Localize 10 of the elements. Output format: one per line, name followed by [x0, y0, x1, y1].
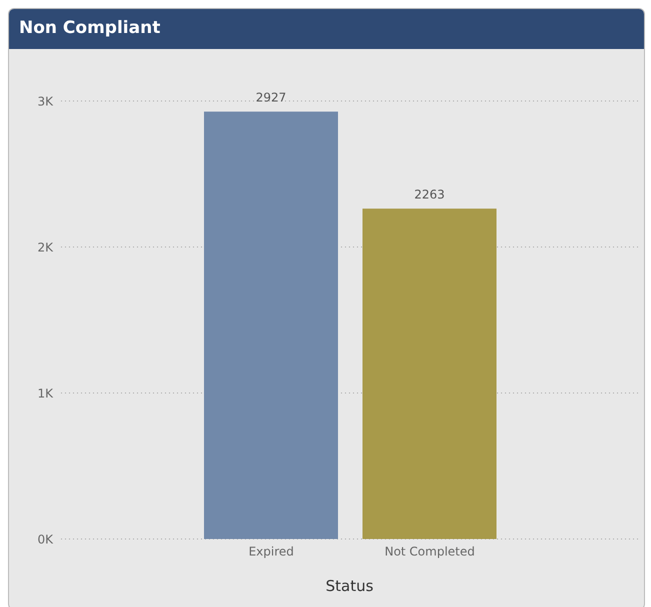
y-tick-label: 3K — [37, 94, 54, 108]
x-tick-label: Not Completed — [384, 544, 475, 559]
x-axis-title: Status — [326, 577, 374, 595]
y-tick-label: 2K — [37, 240, 54, 254]
data-label: 2263 — [414, 188, 445, 202]
y-tick-label: 1K — [37, 386, 54, 400]
x-tick-label: Expired — [248, 544, 294, 559]
data-label: 2927 — [256, 90, 286, 105]
y-tick-label: 0K — [37, 532, 54, 546]
chart-title: Non Compliant — [9, 9, 644, 49]
